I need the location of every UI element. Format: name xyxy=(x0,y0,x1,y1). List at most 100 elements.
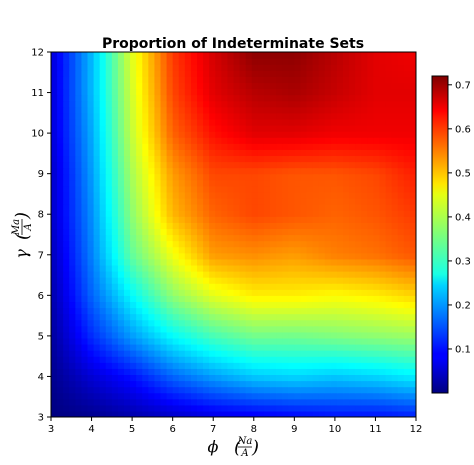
heatmap-cell xyxy=(300,319,308,327)
heatmap-cell xyxy=(306,216,314,223)
heatmap-cell xyxy=(233,368,241,376)
x-tick-label: 9 xyxy=(291,424,297,435)
heatmap-cell xyxy=(409,179,416,187)
heatmap-cell xyxy=(87,240,95,248)
x-axis-symbol: ϕ xyxy=(208,437,219,456)
heatmap-cell xyxy=(336,143,344,150)
heatmap-cell xyxy=(343,64,350,71)
heatmap-cell xyxy=(190,289,198,296)
heatmap-cell xyxy=(294,283,302,290)
heatmap-cell xyxy=(203,222,210,230)
heatmap-cell xyxy=(130,295,137,303)
heatmap-cell xyxy=(409,283,416,290)
heatmap-cell xyxy=(318,149,326,157)
heatmap-cell xyxy=(251,252,259,260)
heatmap-cell xyxy=(270,398,277,406)
heatmap-cell xyxy=(397,313,405,321)
heatmap-cell xyxy=(306,106,314,114)
heatmap-cell xyxy=(227,131,235,138)
heatmap-cell xyxy=(409,222,416,230)
heatmap-cell xyxy=(355,76,362,84)
heatmap-cell xyxy=(99,52,107,59)
heatmap-cell xyxy=(111,167,119,175)
heatmap-cell xyxy=(117,410,125,417)
heatmap-cell xyxy=(51,252,58,260)
heatmap-cell xyxy=(154,88,162,96)
heatmap-cell xyxy=(294,222,302,230)
heatmap-cell xyxy=(263,264,271,272)
heatmap-cell xyxy=(270,283,277,290)
heatmap-cell xyxy=(391,398,399,406)
heatmap-cell xyxy=(312,392,320,400)
heatmap-cell xyxy=(367,76,375,84)
heatmap-cell xyxy=(184,161,192,169)
heatmap-cell xyxy=(178,350,186,357)
heatmap-cell xyxy=(148,246,156,254)
heatmap-cell xyxy=(312,204,320,211)
heatmap-cell xyxy=(409,362,416,369)
heatmap-cell xyxy=(99,155,107,163)
heatmap-cell xyxy=(257,350,265,357)
heatmap-cell xyxy=(75,88,83,96)
heatmap-cell xyxy=(227,106,235,114)
heatmap-cell xyxy=(87,118,95,126)
heatmap-cell xyxy=(166,368,174,376)
heatmap-cell xyxy=(166,337,174,345)
heatmap-cell xyxy=(142,362,149,369)
heatmap-cell xyxy=(69,319,76,327)
heatmap-cell xyxy=(355,64,362,71)
heatmap-cell xyxy=(257,161,265,169)
heatmap-cell xyxy=(379,295,387,303)
heatmap-cell xyxy=(93,277,101,284)
heatmap-cell xyxy=(355,52,362,59)
heatmap-cell xyxy=(276,64,283,71)
heatmap-cell xyxy=(403,185,411,193)
heatmap-cell xyxy=(130,118,137,126)
heatmap-cell xyxy=(349,295,356,303)
heatmap-cell xyxy=(63,149,70,157)
heatmap-cell xyxy=(197,58,204,65)
heatmap-cell xyxy=(178,137,186,144)
heatmap-cell xyxy=(379,246,387,254)
heatmap-cell xyxy=(166,264,174,272)
heatmap-cell xyxy=(276,167,283,175)
heatmap-cell xyxy=(81,313,89,321)
heatmap-cell xyxy=(373,410,381,417)
heatmap-cell xyxy=(117,70,125,77)
heatmap-cell xyxy=(203,125,210,132)
heatmap-cell xyxy=(409,70,416,77)
heatmap-cell xyxy=(51,173,58,181)
heatmap-cell xyxy=(178,295,186,303)
heatmap-cell xyxy=(215,76,222,84)
heatmap-cell xyxy=(288,216,295,223)
heatmap-cell xyxy=(172,155,180,163)
heatmap-cell xyxy=(233,106,241,114)
heatmap-cell xyxy=(343,392,350,400)
heatmap-cell xyxy=(330,374,338,382)
heatmap-cell xyxy=(330,100,338,108)
heatmap-cell xyxy=(294,331,302,339)
heatmap-cell xyxy=(403,350,411,357)
heatmap-cell xyxy=(288,52,295,59)
heatmap-cell xyxy=(197,368,204,376)
heatmap-cell xyxy=(69,380,76,388)
heatmap-cell xyxy=(99,295,107,303)
heatmap-cell xyxy=(300,325,308,333)
heatmap-cell xyxy=(75,271,83,278)
heatmap-cell xyxy=(93,204,101,211)
heatmap-cell xyxy=(239,356,247,363)
heatmap-cell xyxy=(105,143,113,150)
heatmap-cell xyxy=(397,252,405,260)
heatmap-cell xyxy=(288,94,295,102)
heatmap-cell xyxy=(172,264,180,272)
heatmap-cell xyxy=(136,374,143,382)
heatmap-cell xyxy=(111,88,119,96)
heatmap-cell xyxy=(93,179,101,187)
heatmap-cell xyxy=(117,228,125,236)
heatmap-cell xyxy=(336,350,344,357)
heatmap-cell xyxy=(99,185,107,193)
heatmap-cell xyxy=(306,88,314,96)
heatmap-cell xyxy=(75,289,83,296)
heatmap-cell xyxy=(409,368,416,376)
heatmap-cell xyxy=(409,240,416,248)
